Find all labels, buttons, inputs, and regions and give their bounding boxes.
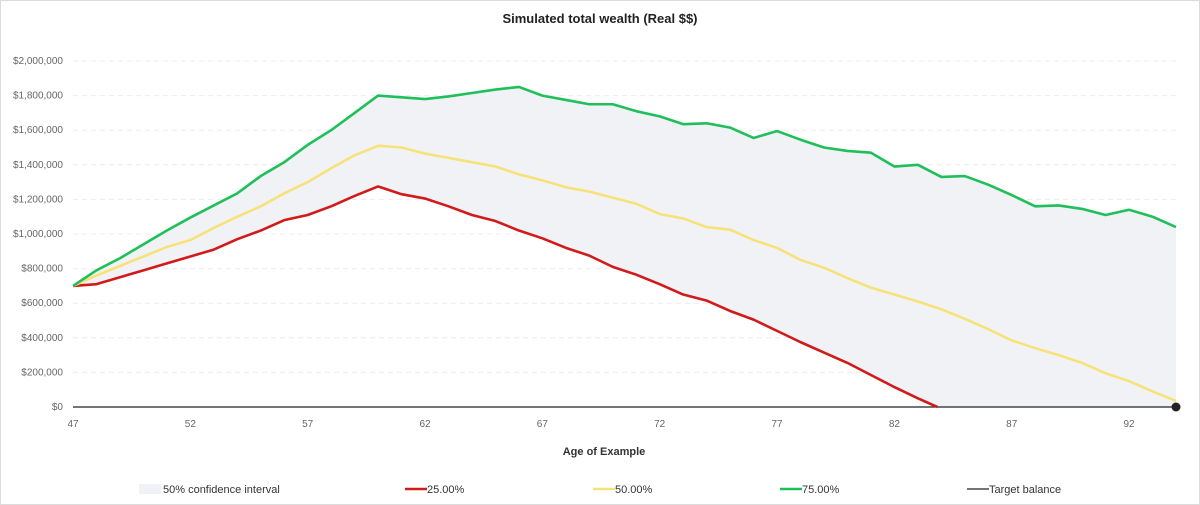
target-end-dot bbox=[1171, 402, 1181, 412]
y-tick-label: $200,000 bbox=[21, 367, 63, 378]
series-line-2 bbox=[72, 85, 1177, 287]
legend-label: 25.00% bbox=[427, 484, 465, 496]
confidence-band bbox=[73, 86, 1176, 407]
x-tick-label: 72 bbox=[654, 419, 666, 430]
legend-swatch bbox=[139, 484, 161, 494]
legend-label: 75.00% bbox=[802, 484, 840, 496]
y-tick-label: $1,600,000 bbox=[13, 125, 63, 136]
y-tick-label: $0 bbox=[52, 402, 64, 413]
y-tick-label: $1,400,000 bbox=[13, 160, 63, 171]
x-tick-label: 82 bbox=[889, 419, 901, 430]
y-tick-label: $1,800,000 bbox=[13, 91, 63, 102]
x-tick-label: 87 bbox=[1006, 419, 1018, 430]
legend-target[interactable]: Target balance bbox=[967, 484, 1061, 496]
legend-50[interactable]: 50.00% bbox=[593, 484, 653, 496]
legend-75[interactable]: 75.00% bbox=[780, 484, 840, 496]
x-tick-label: 92 bbox=[1124, 419, 1136, 430]
legend-label: 50% confidence interval bbox=[163, 484, 280, 496]
y-tick-label: $400,000 bbox=[21, 333, 63, 344]
series-line-0 bbox=[72, 185, 938, 409]
y-tick-label: $600,000 bbox=[21, 298, 63, 309]
legend-confidence-interval[interactable]: 50% confidence interval bbox=[139, 484, 280, 496]
y-tick-label: $1,000,000 bbox=[13, 229, 63, 240]
legend-25[interactable]: 25.00% bbox=[405, 484, 465, 496]
chart-title: Simulated total wealth (Real $$) bbox=[502, 11, 697, 26]
series-line-1 bbox=[72, 144, 1177, 403]
x-tick-label: 67 bbox=[537, 419, 549, 430]
legend-label: Target balance bbox=[989, 484, 1061, 496]
x-tick-label: 52 bbox=[185, 419, 197, 430]
x-tick-label: 77 bbox=[771, 419, 783, 430]
x-axis-label: Age of Example bbox=[563, 446, 646, 458]
x-tick-label: 47 bbox=[67, 419, 79, 430]
confidence-band-layer bbox=[73, 86, 1176, 407]
legend-label: 50.00% bbox=[615, 484, 653, 496]
legend: 50% confidence interval 25.00% 50.00% 75.00… bbox=[139, 484, 1061, 496]
y-tick-label: $800,000 bbox=[21, 264, 63, 275]
x-tick-label: 57 bbox=[302, 419, 314, 430]
series-lines bbox=[72, 85, 1181, 412]
y-tick-label: $1,200,000 bbox=[13, 194, 63, 205]
y-tick-label: $2,000,000 bbox=[13, 56, 63, 67]
x-axis-ticks: 47 52 57 62 67 72 77 82 87 92 bbox=[67, 419, 1135, 430]
x-tick-label: 62 bbox=[419, 419, 431, 430]
y-axis-ticks: $0 $200,000 $400,000 $600,000 $800,000 $1,000… bbox=[13, 56, 63, 413]
